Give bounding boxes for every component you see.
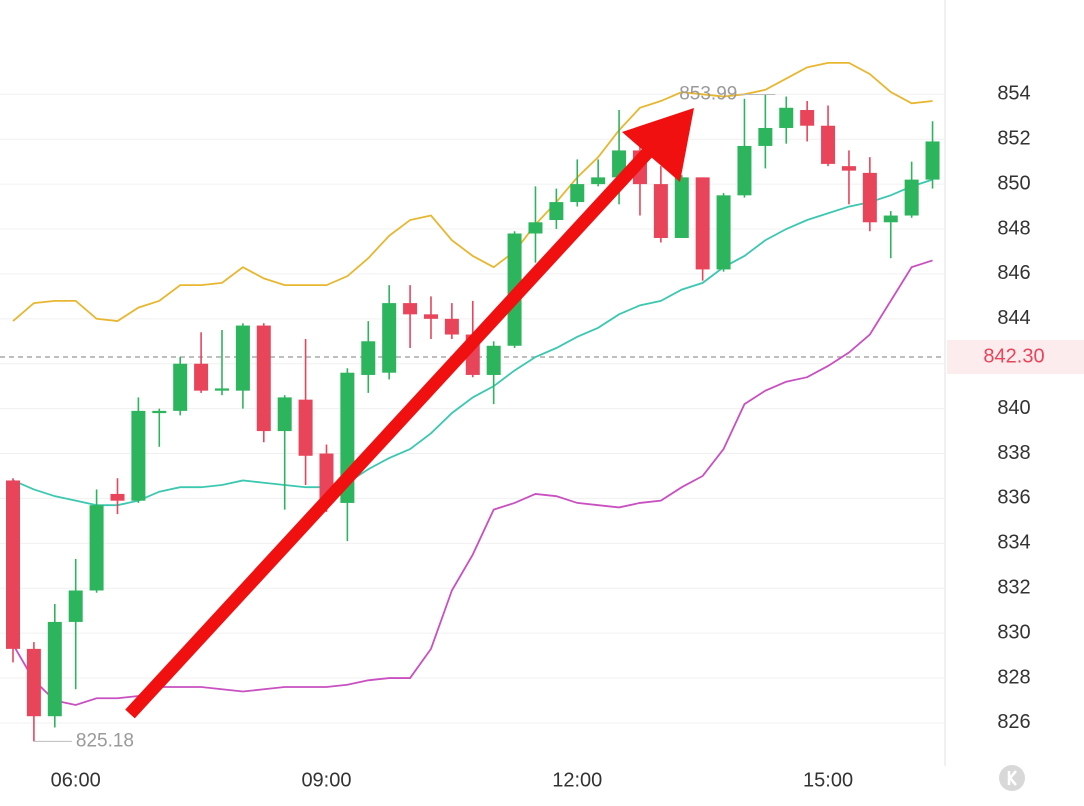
candle-body xyxy=(110,493,125,501)
y-tick-label: 854 xyxy=(997,83,1030,105)
candle-body xyxy=(653,184,668,238)
candle-body xyxy=(486,345,501,375)
band-line xyxy=(12,61,933,322)
last-price-label: 842.30 xyxy=(983,345,1044,367)
candle-body xyxy=(152,410,167,414)
y-tick-label: 848 xyxy=(997,217,1030,239)
candle-body xyxy=(758,127,773,146)
y-tick-label: 830 xyxy=(997,621,1030,643)
candle-body xyxy=(26,648,41,717)
trend-arrow xyxy=(125,108,694,719)
candle-body xyxy=(5,480,20,649)
y-tick-label: 832 xyxy=(997,577,1030,599)
low-label: 825.18 xyxy=(76,730,134,751)
candle-body xyxy=(591,177,606,185)
candle-body xyxy=(382,303,397,373)
candle-body xyxy=(737,145,752,196)
candle-body xyxy=(444,318,459,335)
y-tick-label: 850 xyxy=(997,172,1030,194)
y-tick-label: 844 xyxy=(997,307,1030,329)
y-tick-label: 826 xyxy=(997,711,1030,733)
x-tick-label: 06:00 xyxy=(51,769,101,791)
y-tick-label: 852 xyxy=(997,127,1030,149)
y-tick-label: 834 xyxy=(997,532,1030,554)
candle-body xyxy=(528,222,543,234)
candle-body xyxy=(695,177,710,270)
candle-body xyxy=(214,388,229,391)
candle-body xyxy=(779,107,794,128)
candle-body xyxy=(89,505,104,591)
candle-body xyxy=(821,125,836,164)
x-tick-label: 12:00 xyxy=(552,769,602,791)
candle-body xyxy=(841,166,856,171)
candle-body xyxy=(862,172,877,223)
candle-body xyxy=(403,303,418,315)
candle-body xyxy=(361,341,376,375)
x-tick-label: 09:00 xyxy=(301,769,351,791)
candle-body xyxy=(235,325,250,391)
y-tick-label: 838 xyxy=(997,442,1030,464)
candle-body xyxy=(904,179,919,216)
y-tick-label: 836 xyxy=(997,487,1030,509)
y-tick-label: 828 xyxy=(997,666,1030,688)
candle-body xyxy=(423,314,438,319)
candle-body xyxy=(674,177,689,238)
candle-body xyxy=(68,590,83,622)
candle-body xyxy=(883,215,898,223)
candle-body xyxy=(800,110,815,126)
candle-body xyxy=(47,621,62,717)
band-line xyxy=(12,259,933,706)
candle-body xyxy=(570,184,585,203)
last-price-box xyxy=(947,339,1084,374)
high-label: 853.99 xyxy=(679,84,737,105)
y-tick-label: 846 xyxy=(997,262,1030,284)
candle-body xyxy=(131,410,146,501)
candle-body xyxy=(173,363,188,411)
candle-body xyxy=(925,141,940,180)
candle-body xyxy=(194,363,209,391)
candle-body xyxy=(256,325,271,432)
collapse-button[interactable] xyxy=(999,765,1025,791)
candle-body xyxy=(277,397,292,432)
y-tick-label: 840 xyxy=(997,397,1030,419)
x-tick-label: 15:00 xyxy=(803,769,853,791)
band-line xyxy=(12,178,933,507)
candle-body xyxy=(716,195,731,270)
candle-body xyxy=(298,399,313,456)
candle-body xyxy=(549,202,564,221)
